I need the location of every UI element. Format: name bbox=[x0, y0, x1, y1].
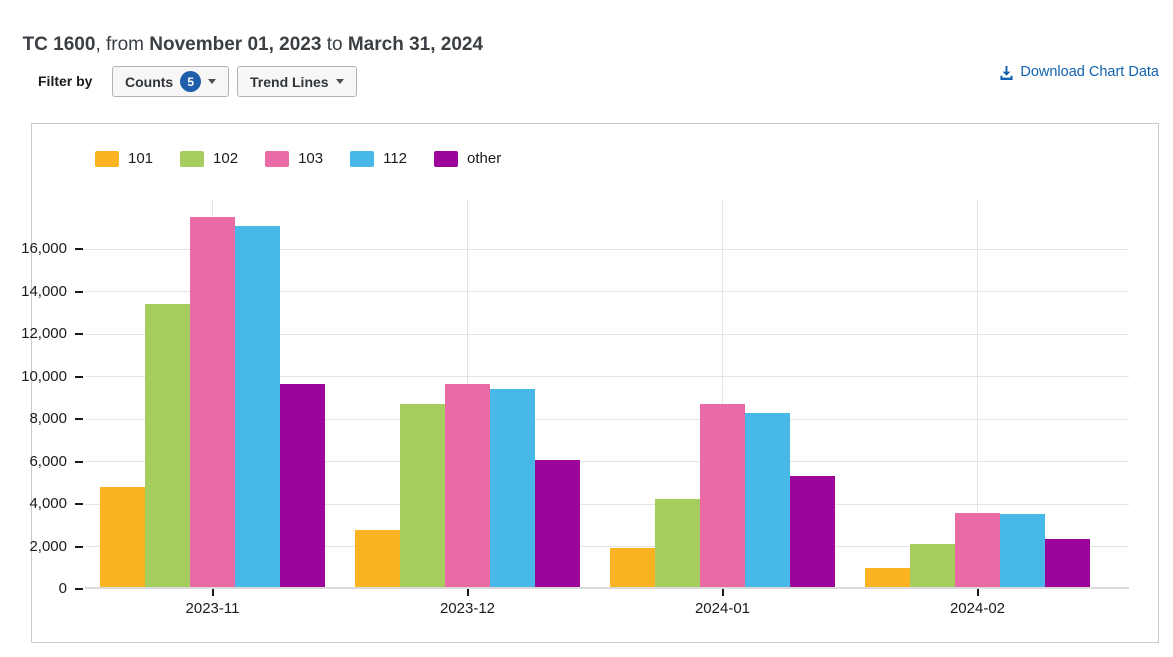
to-text: to bbox=[321, 34, 348, 55]
x-axis-label: 2023-12 bbox=[439, 600, 496, 617]
x-axis-label: 2024-02 bbox=[949, 600, 1006, 617]
y-axis-tick bbox=[75, 418, 83, 420]
y-gridline bbox=[85, 503, 1129, 505]
y-gridline bbox=[85, 376, 1129, 377]
y-axis-label: 16,000 bbox=[21, 240, 67, 257]
legend-swatch-112 bbox=[350, 150, 375, 167]
download-chart-data-link[interactable]: Download Chart Data bbox=[999, 64, 1159, 80]
y-axis-tick bbox=[75, 290, 83, 293]
bar-103-2024-02 bbox=[955, 512, 1000, 589]
bar-101-2023-11 bbox=[100, 487, 145, 589]
bar-102-2024-02 bbox=[910, 544, 955, 589]
x-axis-tick bbox=[976, 589, 979, 596]
legend-swatch-101 bbox=[95, 150, 119, 167]
legend-label-102: 102 bbox=[213, 150, 239, 167]
y-axis-tick bbox=[75, 333, 83, 335]
x-axis-label: 2024-01 bbox=[694, 600, 751, 617]
legend-swatch-102 bbox=[180, 150, 205, 167]
bar-112-2023-11 bbox=[235, 225, 280, 589]
bar-103-2023-11 bbox=[190, 217, 235, 589]
bar-other-2023-11 bbox=[280, 383, 325, 589]
y-axis-tick bbox=[75, 375, 83, 378]
toolbar: Filter by Counts 5 Trend Lines Download … bbox=[0, 63, 1173, 103]
trend-lines-dropdown-button[interactable]: Trend Lines bbox=[237, 66, 357, 97]
bar-102-2023-12 bbox=[400, 404, 445, 589]
legend-label-103: 103 bbox=[298, 150, 324, 167]
download-link-label: Download Chart Data bbox=[1020, 64, 1159, 80]
y-axis-tick bbox=[75, 248, 83, 250]
legend-label-other: other bbox=[467, 150, 502, 167]
bar-101-2023-12 bbox=[355, 529, 400, 589]
y-axis-label: 10,000 bbox=[21, 367, 67, 385]
legend-swatch-other bbox=[434, 150, 459, 167]
legend-item-101[interactable]: 101 bbox=[95, 150, 153, 167]
y-gridline bbox=[85, 461, 1129, 462]
y-axis-label: 6,000 bbox=[29, 452, 67, 470]
y-axis-tick bbox=[75, 503, 83, 505]
y-axis-label: 2,000 bbox=[29, 537, 67, 555]
date-start: November 01, 2023 bbox=[149, 34, 322, 55]
chevron-down-icon bbox=[208, 79, 217, 84]
y-axis-tick bbox=[75, 588, 83, 590]
bar-other-2024-01 bbox=[790, 476, 835, 589]
bar-102-2023-11 bbox=[145, 304, 190, 589]
y-axis-tick bbox=[75, 460, 83, 463]
x-gridline bbox=[722, 200, 723, 589]
legend-item-112[interactable]: 112 bbox=[350, 150, 407, 167]
bar-other-2023-12 bbox=[535, 460, 580, 589]
legend-item-103[interactable]: 103 bbox=[265, 150, 323, 167]
legend-swatch-103 bbox=[265, 150, 290, 167]
y-axis-tick bbox=[75, 545, 83, 548]
counts-badge: 5 bbox=[180, 71, 202, 92]
bar-101-2024-01 bbox=[610, 547, 655, 589]
legend-item-other[interactable]: other bbox=[434, 150, 501, 167]
legend-item-102[interactable]: 102 bbox=[180, 150, 238, 167]
x-axis-line bbox=[85, 587, 1129, 589]
download-icon bbox=[999, 65, 1014, 80]
bar-chart-plot-area: 0 2,000 4,000 6,000 8,000 10,000 12,000 14,000 1… bbox=[21, 198, 1129, 617]
x-axis-tick bbox=[721, 589, 724, 596]
filter-by-label: Filter by bbox=[38, 73, 93, 89]
from-text: , from bbox=[95, 34, 150, 55]
y-gridline bbox=[85, 333, 1129, 335]
counts-button-label: Counts bbox=[125, 73, 174, 90]
y-axis-label: 8,000 bbox=[29, 410, 67, 427]
bar-112-2023-12 bbox=[490, 389, 535, 589]
chart-legend: 101 102 103 112 other bbox=[95, 150, 501, 167]
bar-112-2024-02 bbox=[1000, 513, 1045, 589]
y-gridline bbox=[85, 291, 1129, 292]
page-title: TC 1600, from November 01, 2023 to March… bbox=[12, 12, 484, 56]
report-code: TC 1600 bbox=[22, 34, 96, 55]
bar-103-2023-12 bbox=[445, 383, 490, 589]
trend-lines-button-label: Trend Lines bbox=[250, 73, 329, 90]
x-gridline bbox=[977, 200, 978, 589]
y-axis-label: 12,000 bbox=[21, 325, 67, 342]
bar-112-2024-01 bbox=[745, 412, 790, 589]
chevron-down-icon bbox=[335, 79, 344, 84]
y-gridline bbox=[85, 546, 1129, 547]
y-axis-label: 0 bbox=[58, 580, 67, 597]
x-axis-tick bbox=[466, 589, 469, 596]
bar-101-2024-02 bbox=[865, 567, 910, 589]
date-end: March 31, 2024 bbox=[347, 34, 484, 55]
y-gridline bbox=[85, 418, 1129, 420]
legend-label-101: 101 bbox=[128, 150, 154, 167]
bar-102-2024-01 bbox=[655, 498, 700, 589]
counts-dropdown-button[interactable]: Counts 5 bbox=[112, 66, 230, 97]
bar-103-2024-01 bbox=[700, 404, 745, 589]
y-axis-label: 4,000 bbox=[29, 495, 67, 512]
x-axis-label: 2023-11 bbox=[185, 600, 240, 617]
y-axis-label: 14,000 bbox=[21, 282, 67, 300]
y-gridline bbox=[85, 248, 1129, 250]
x-axis-tick bbox=[211, 589, 214, 596]
bar-other-2024-02 bbox=[1045, 539, 1090, 589]
chart-card: 101 102 103 112 other 0 2,000 4,000 6,000 8,000 1… bbox=[21, 123, 1159, 643]
legend-label-112: 112 bbox=[383, 150, 408, 167]
